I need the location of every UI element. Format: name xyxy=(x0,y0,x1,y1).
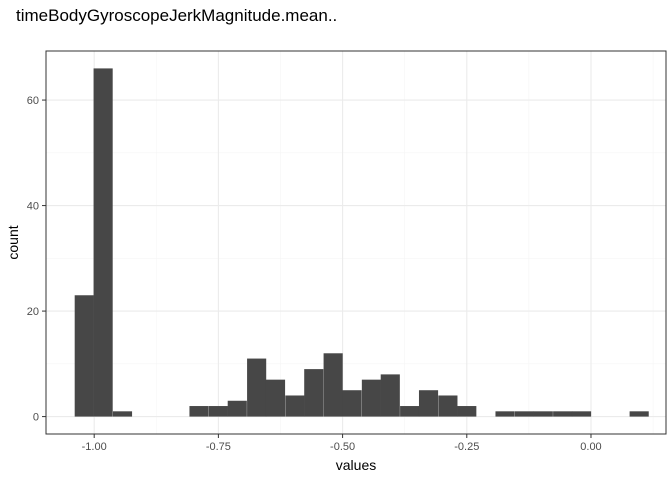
histogram-bar xyxy=(361,379,381,417)
x-tick-label: -1.00 xyxy=(82,441,107,453)
histogram-bar xyxy=(74,295,94,417)
grid-lines xyxy=(46,51,666,434)
histogram-bar xyxy=(265,379,286,417)
histogram-bar xyxy=(457,406,477,417)
histogram-bar xyxy=(533,411,553,417)
y-tick-label: 0 xyxy=(33,412,39,424)
histogram-bar xyxy=(400,406,420,417)
histogram-bar xyxy=(93,68,113,417)
axes: -1.00 -0.75 -0.50 -0.25 0.00 0 20 40 60 xyxy=(27,95,602,453)
x-tick-label: -0.50 xyxy=(330,441,355,453)
histogram-bar xyxy=(553,411,573,417)
x-axis-title: values xyxy=(336,457,376,473)
histogram-bar xyxy=(380,374,400,417)
histogram-bar xyxy=(495,411,515,417)
histogram-bar xyxy=(227,400,247,417)
histogram-bar xyxy=(247,358,267,417)
histogram-bar xyxy=(438,395,458,417)
histogram-bar xyxy=(189,406,209,417)
x-tick-label: -0.25 xyxy=(454,441,479,453)
histogram-bar xyxy=(418,390,439,417)
histogram-bar xyxy=(514,411,534,417)
y-tick-label: 40 xyxy=(27,201,39,213)
panel-border xyxy=(45,50,667,435)
x-tick-label: -0.75 xyxy=(206,441,231,453)
histogram-bars xyxy=(74,68,649,417)
histogram-bar xyxy=(629,411,649,417)
histogram-bar xyxy=(112,411,133,417)
y-tick-label: 20 xyxy=(27,306,39,318)
histogram-bar xyxy=(304,369,324,417)
histogram-bar xyxy=(208,406,228,417)
x-tick-label: 0.00 xyxy=(580,441,601,453)
y-tick-label: 60 xyxy=(27,95,39,107)
histogram-bar xyxy=(323,353,343,417)
histogram-bar xyxy=(571,411,592,417)
chart-title: timeBodyGyroscopeJerkMagnitude.mean.. xyxy=(16,6,338,25)
histogram-bar xyxy=(285,395,305,417)
y-axis-title: count xyxy=(5,225,21,259)
histogram-bar xyxy=(342,390,362,417)
